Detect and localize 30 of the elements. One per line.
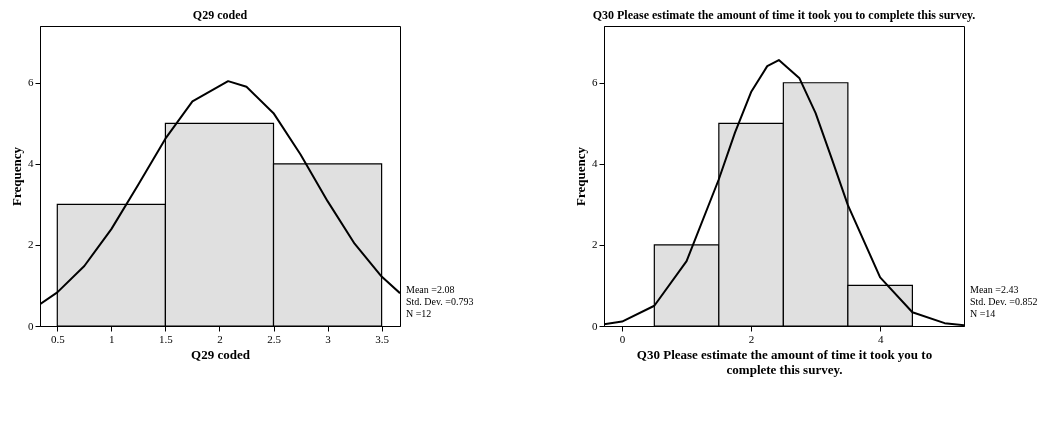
y-tick-label: 0 (28, 319, 34, 332)
x-tick-label: 0.5 (50, 332, 66, 345)
chart-title: Q29 coded (192, 8, 248, 22)
text: Std. Dev. =0.793 (406, 296, 474, 307)
x-tick-label: 2 (748, 332, 755, 345)
text: N =12 (406, 308, 432, 319)
y-tick-label: 6 (28, 76, 34, 89)
x-tick-label: 0 (619, 332, 626, 345)
x-tick-label: 2 (217, 332, 223, 345)
y-tick-label: 6 (592, 76, 598, 89)
x-tick-label: 1 (109, 332, 115, 345)
x-tick-label: 3 (325, 332, 332, 345)
y-tick-label: 0 (592, 319, 598, 332)
y-tick-label: 4 (28, 157, 34, 170)
chart-title: Q30 Please estimate the amount of time it took you to complete this survey. (592, 8, 976, 22)
y-tick-label: 4 (592, 157, 598, 170)
x-tick-label: 1.5 (159, 332, 174, 345)
x-axis-title: Q29 coded (191, 346, 251, 362)
text: Std. Dev. =0.852 (970, 296, 1038, 307)
x-axis-title: Q30 Please estimate the amount of time it took you to complete this survey. (636, 346, 933, 377)
x-tick-label: 2.5 (267, 332, 282, 345)
x-tick-label: 3.5 (375, 332, 390, 345)
y-axis-title: Frequency (573, 146, 588, 206)
y-tick-label: 2 (28, 238, 34, 251)
x-tick-label: 4 (877, 332, 884, 345)
text: Mean =2.43 (970, 284, 1019, 295)
text: N =14 (970, 308, 996, 319)
y-axis-title: Frequency (9, 146, 24, 206)
y-tick-label: 2 (592, 238, 598, 251)
text: Mean =2.08 (406, 284, 455, 295)
